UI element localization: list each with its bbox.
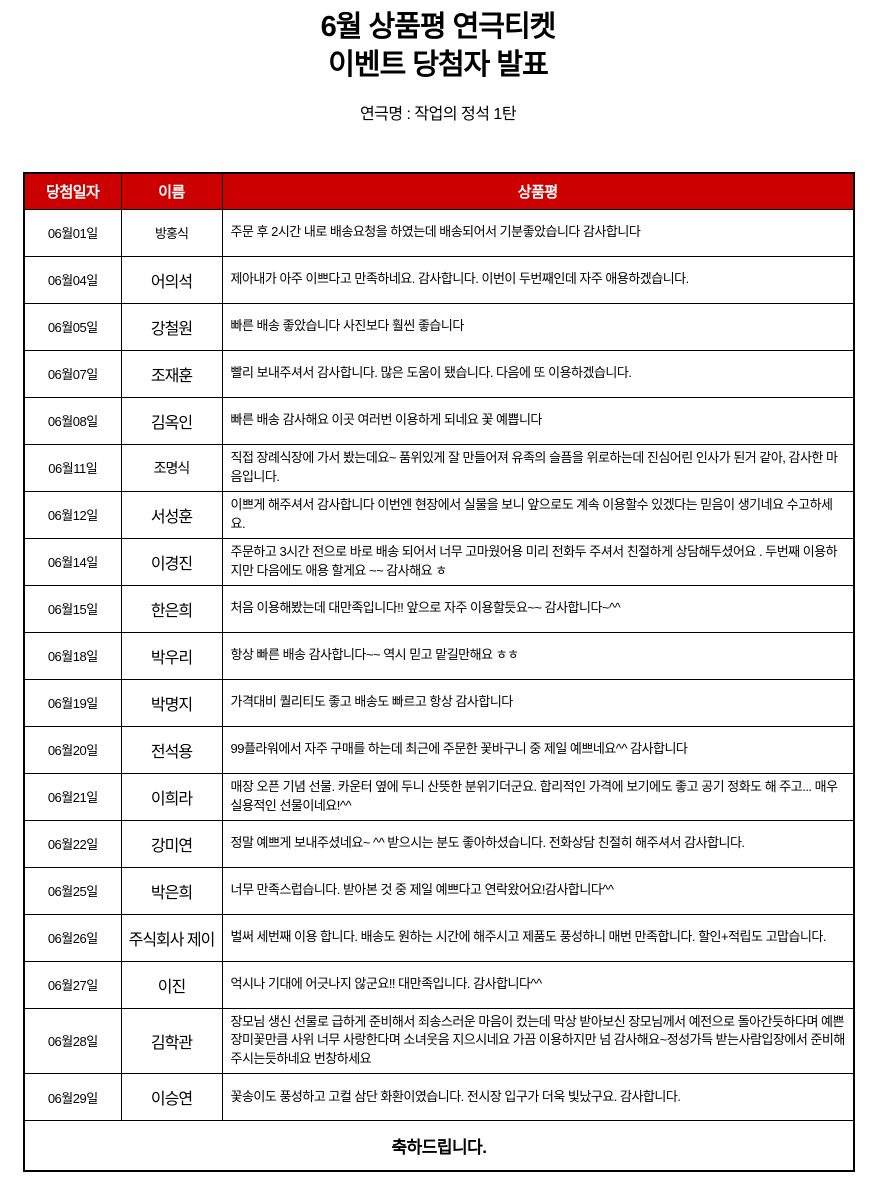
review-text: 이쁘게 해주셔서 감사합니다 이번엔 현장에서 실물을 보니 앞으로도 계속 이…: [221, 490, 855, 539]
page-title: 6월 상품평 연극티켓 이벤트 당첨자 발표: [0, 0, 876, 84]
congratulations-text: 축하드립니다.: [23, 1120, 855, 1172]
review-text: 가격대비 퀄리티도 좋고 배송도 빠르고 항상 감사합니다: [221, 678, 855, 727]
table-row: 06월01일 방홍식 주문 후 2시간 내로 배송요청을 하였는데 배송되어서 기분…: [23, 208, 855, 257]
review-text: 항상 빠른 배송 감사합니다~~ 역시 믿고 맡길만해요 ㅎㅎ: [221, 631, 855, 680]
table-row: 06월05일 강철원 빠른 배송 좋았습니다 사진보다 훨씬 좋습니다: [23, 302, 855, 351]
winner-name: 방홍식: [120, 208, 223, 257]
review-text: 빨리 보내주셔서 감사합니다. 많은 도움이 됐습니다. 다음에 또 이용하겠습…: [221, 349, 855, 398]
winner-date: 06월08일: [23, 396, 122, 445]
winner-name: 한은희: [120, 584, 223, 633]
winner-date: 06월26일: [23, 913, 122, 962]
winner-date: 06월20일: [23, 725, 122, 774]
table-row: 06월20일 전석용 99플라워에서 자주 구매를 하는데 최근에 주문한 꽃바구니…: [23, 725, 855, 774]
winner-name: 조명식: [120, 443, 223, 492]
winner-date: 06월18일: [23, 631, 122, 680]
table-row: 06월25일 박은희 너무 만족스럽습니다. 받아본 것 중 제일 예쁘다고 연락왔…: [23, 866, 855, 915]
table-row: 06월22일 강미연 정말 예쁘게 보내주셨네요~ ^^ 받으시는 분도 좋아하셨습…: [23, 819, 855, 868]
review-text: 주문 후 2시간 내로 배송요청을 하였는데 배송되어서 기분좋았습니다 감사합…: [221, 208, 855, 257]
winner-name: 박명지: [120, 678, 223, 727]
page-title-line1: 6월 상품평 연극티켓: [320, 11, 557, 43]
winners-table: 당첨일자 이름 상품평 06월01일 방홍식 주문 후 2시간 내로 배송요청을 하…: [23, 172, 855, 1172]
winner-date: 06월12일: [23, 490, 122, 539]
winner-date: 06월25일: [23, 866, 122, 915]
winner-date: 06월29일: [23, 1073, 122, 1122]
review-text: 처음 이용해봤는데 대만족입니다!! 앞으로 자주 이용할듯요~~ 감사합니다~…: [221, 584, 855, 633]
review-text: 주문하고 3시간 전으로 바로 배송 되어서 너무 고마웠어용 미리 전화두 주…: [221, 537, 855, 586]
header-row: 당첨일자 이름 상품평: [23, 172, 855, 210]
winner-name: 이희라: [120, 772, 223, 821]
winners-table-footer: 축하드립니다.: [23, 1120, 855, 1172]
winner-date: 06월22일: [23, 819, 122, 868]
review-text: 너무 만족스럽습니다. 받아본 것 중 제일 예쁘다고 연락왔어요!감사합니다^…: [221, 866, 855, 915]
review-text: 매장 오픈 기념 선물. 카운터 옆에 두니 산뜻한 분위기더군요. 합리적인 …: [221, 772, 855, 821]
table-row: 06월15일 한은희 처음 이용해봤는데 대만족입니다!! 앞으로 자주 이용할듯요…: [23, 584, 855, 633]
winner-date: 06월27일: [23, 960, 122, 1009]
winner-date: 06월01일: [23, 208, 122, 257]
winner-date: 06월11일: [23, 443, 122, 492]
winner-name: 이경진: [120, 537, 223, 586]
table-row: 06월27일 이진 억시나 기대에 어긋나지 않군요!! 대만족입니다. 감사합니다…: [23, 960, 855, 1009]
review-text: 직접 장례식장에 가서 봤는데요~ 품위있게 잘 만들어져 유족의 슬픔을 위로…: [221, 443, 855, 492]
table-row: 06월07일 조재훈 빨리 보내주셔서 감사합니다. 많은 도움이 됐습니다. 다음…: [23, 349, 855, 398]
review-text: 99플라워에서 자주 구매를 하는데 최근에 주문한 꽃바구니 중 제일 예쁘네…: [221, 725, 855, 774]
winner-date: 06월05일: [23, 302, 122, 351]
winner-name: 서성훈: [120, 490, 223, 539]
play-name-subtitle: 연극명 : 작업의 정석 1탄: [359, 106, 517, 123]
winner-name: 이승연: [120, 1073, 223, 1122]
table-row: 06월28일 김학관 장모님 생신 선물로 급하게 준비해서 죄송스러운 마음이 컸…: [23, 1007, 855, 1075]
winner-name: 박우리: [120, 631, 223, 680]
review-text: 빠른 배송 좋았습니다 사진보다 훨씬 좋습니다: [221, 302, 855, 351]
winners-table-header: 당첨일자 이름 상품평: [23, 172, 855, 210]
header-date: 당첨일자: [23, 172, 122, 210]
header-review: 상품평: [221, 172, 855, 210]
winner-date: 06월07일: [23, 349, 122, 398]
winner-name: 주식회사 제이: [120, 913, 223, 962]
winner-name: 이진: [120, 960, 223, 1009]
winner-date: 06월14일: [23, 537, 122, 586]
winner-name: 강미연: [120, 819, 223, 868]
winner-name: 박은희: [120, 866, 223, 915]
table-row: 06월04일 어의석 제아내가 아주 이쁘다고 만족하네요. 감사합니다. 이번이 …: [23, 255, 855, 304]
winner-date: 06월21일: [23, 772, 122, 821]
review-text: 벌써 세번째 이용 합니다. 배송도 원하는 시간에 해주시고 제품도 풍성하니…: [221, 913, 855, 962]
table-row: 06월08일 김옥인 빠른 배송 감사해요 이곳 여러번 이용하게 되네요 꽃 예쁩…: [23, 396, 855, 445]
winner-date: 06월28일: [23, 1007, 122, 1075]
table-row: 06월18일 박우리 항상 빠른 배송 감사합니다~~ 역시 믿고 맡길만해요 ㅎㅎ: [23, 631, 855, 680]
table-row: 06월14일 이경진 주문하고 3시간 전으로 바로 배송 되어서 너무 고마웠어용…: [23, 537, 855, 586]
table-row: 06월19일 박명지 가격대비 퀄리티도 좋고 배송도 빠르고 항상 감사합니다: [23, 678, 855, 727]
winner-name: 김학관: [120, 1007, 223, 1075]
review-text: 정말 예쁘게 보내주셨네요~ ^^ 받으시는 분도 좋아하셨습니다. 전화상담 …: [221, 819, 855, 868]
review-text: 장모님 생신 선물로 급하게 준비해서 죄송스러운 마음이 컸는데 막상 받아보…: [221, 1007, 855, 1075]
winner-name: 강철원: [120, 302, 223, 351]
table-row: 06월11일 조명식 직접 장례식장에 가서 봤는데요~ 품위있게 잘 만들어져 유…: [23, 443, 855, 492]
review-text: 제아내가 아주 이쁘다고 만족하네요. 감사합니다. 이번이 두번째인데 자주 …: [221, 255, 855, 304]
page-title-line2: 이벤트 당첨자 발표: [328, 49, 549, 81]
footer-row: 축하드립니다.: [23, 1120, 855, 1172]
winner-name: 조재훈: [120, 349, 223, 398]
table-row: 06월26일 주식회사 제이 벌써 세번째 이용 합니다. 배송도 원하는 시간에 …: [23, 913, 855, 962]
table-row: 06월21일 이희라 매장 오픈 기념 선물. 카운터 옆에 두니 산뜻한 분위기더…: [23, 772, 855, 821]
winner-date: 06월04일: [23, 255, 122, 304]
review-text: 꽃송이도 풍성하고 고컬 삼단 화환이였습니다. 전시장 입구가 더욱 빛났구요…: [221, 1073, 855, 1122]
table-row: 06월29일 이승연 꽃송이도 풍성하고 고컬 삼단 화환이였습니다. 전시장 입구…: [23, 1073, 855, 1122]
table-row: 06월12일 서성훈 이쁘게 해주셔서 감사합니다 이번엔 현장에서 실물을 보니 …: [23, 490, 855, 539]
winners-table-body: 06월01일 방홍식 주문 후 2시간 내로 배송요청을 하였는데 배송되어서 기분…: [23, 208, 855, 1122]
winner-name: 김옥인: [120, 396, 223, 445]
winner-name: 전석용: [120, 725, 223, 774]
header-name: 이름: [120, 172, 223, 210]
review-text: 억시나 기대에 어긋나지 않군요!! 대만족입니다. 감사합니다^^: [221, 960, 855, 1009]
review-text: 빠른 배송 감사해요 이곳 여러번 이용하게 되네요 꽃 예쁩니다: [221, 396, 855, 445]
winner-date: 06월19일: [23, 678, 122, 727]
winner-name: 어의석: [120, 255, 223, 304]
winner-date: 06월15일: [23, 584, 122, 633]
